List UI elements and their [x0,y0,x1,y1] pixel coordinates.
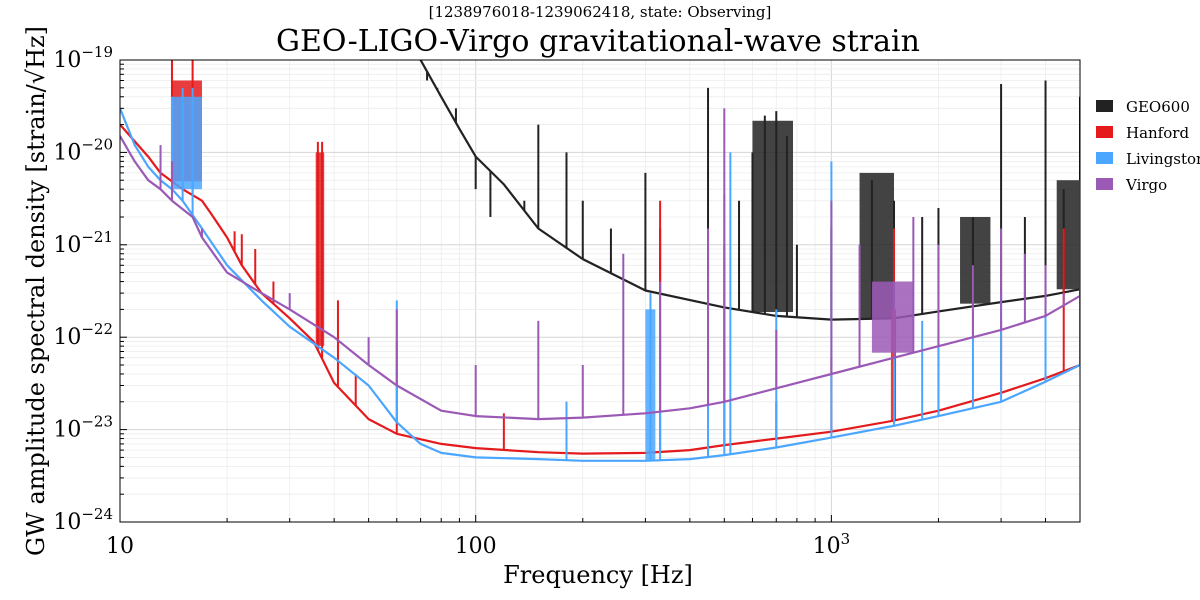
y-tick-label: 10−23 [53,413,113,443]
y-tick-label-base: 10 [53,510,81,535]
series-band [315,152,325,346]
x-tick-labels: 10 100 103 [106,530,850,559]
y-tick-label-exponent: −19 [81,43,113,61]
y-tick-label-base: 10 [53,140,81,165]
legend-label: Virgo [1125,176,1167,194]
x-tick-label: 10 [106,534,134,559]
legend-swatch [1096,178,1113,190]
y-tick-label: 10−19 [53,43,113,73]
grid [119,59,1081,523]
y-tick-label: 10−21 [53,228,113,258]
y-tick-label-exponent: −23 [81,413,113,431]
series-line [120,123,1080,455]
y-tick-label: 10−22 [53,320,113,350]
y-tick-label-exponent: −21 [81,228,113,246]
legend-swatch [1096,152,1113,164]
y-tick-label-base: 10 [53,325,81,350]
y-tick-label-exponent: −20 [81,135,113,153]
series-livingston [120,87,1080,462]
y-tick-label: 10−20 [53,135,113,165]
series-band [171,96,202,190]
legend-item-hanford[interactable]: Hanford [1096,124,1189,142]
series-layer [120,60,1080,462]
y-tick-label-base: 10 [53,48,81,73]
legend-label: Livingston [1126,150,1200,168]
x-axis-label: Frequency [Hz] [503,561,693,589]
series-line [419,60,1080,321]
series-virgo [120,108,1080,421]
chart-subtitle: [1238976018-1239062418, state: Observing… [429,3,772,21]
x-tick-label-base: 10 [106,534,134,559]
y-tick-label-base: 10 [53,233,81,258]
series-band [960,216,991,304]
legend-swatch [1096,100,1113,112]
y-tick-label-base: 10 [53,418,81,443]
series-band [871,281,914,353]
legend-item-geo600[interactable]: GEO600 [1096,98,1190,116]
y-axis-label: GW amplitude spectral density [strain/√H… [22,26,50,556]
chart-title: GEO-LIGO-Virgo gravitational-wave strain [276,24,920,59]
ticks [119,59,1081,523]
y-tick-label-exponent: −22 [81,320,113,338]
legend-label: Hanford [1126,124,1189,142]
legend-swatch [1096,126,1113,138]
y-tick-label-exponent: −24 [81,505,113,523]
legend[interactable]: GEO600 Hanford Livingston Virgo [1096,98,1200,194]
series-band [1056,180,1080,290]
legend-label: GEO600 [1126,98,1190,116]
y-tick-label: 10−24 [53,505,113,535]
plot-frame [119,59,1081,523]
x-tick-label-exponent: 3 [841,530,851,548]
legend-item-livingston[interactable]: Livingston [1096,150,1200,168]
legend-item-virgo[interactable]: Virgo [1096,176,1167,194]
x-tick-label: 100 [455,534,497,559]
series-line [120,107,1080,462]
series-line [120,135,1080,421]
x-tick-label-base: 10 [813,534,841,559]
x-tick-label: 103 [813,530,851,559]
x-tick-label-base: 100 [455,534,497,559]
